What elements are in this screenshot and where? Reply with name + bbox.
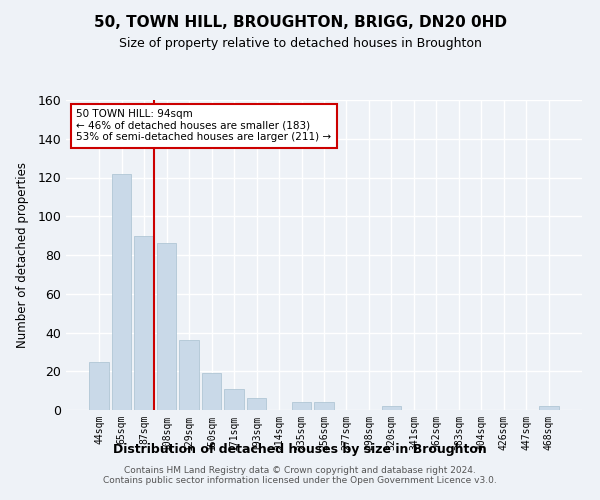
Bar bbox=[224, 388, 244, 410]
Bar bbox=[134, 236, 154, 410]
Bar bbox=[202, 373, 221, 410]
Bar bbox=[539, 406, 559, 410]
Text: Size of property relative to detached houses in Broughton: Size of property relative to detached ho… bbox=[119, 38, 481, 51]
Bar bbox=[314, 402, 334, 410]
Bar bbox=[382, 406, 401, 410]
Text: Distribution of detached houses by size in Broughton: Distribution of detached houses by size … bbox=[113, 442, 487, 456]
Text: 50 TOWN HILL: 94sqm
← 46% of detached houses are smaller (183)
53% of semi-detac: 50 TOWN HILL: 94sqm ← 46% of detached ho… bbox=[76, 110, 331, 142]
Text: Contains HM Land Registry data © Crown copyright and database right 2024.
Contai: Contains HM Land Registry data © Crown c… bbox=[103, 466, 497, 485]
Bar bbox=[89, 362, 109, 410]
Bar bbox=[292, 402, 311, 410]
Text: 50, TOWN HILL, BROUGHTON, BRIGG, DN20 0HD: 50, TOWN HILL, BROUGHTON, BRIGG, DN20 0H… bbox=[94, 15, 506, 30]
Y-axis label: Number of detached properties: Number of detached properties bbox=[16, 162, 29, 348]
Bar bbox=[247, 398, 266, 410]
Bar bbox=[179, 340, 199, 410]
Bar bbox=[112, 174, 131, 410]
Bar bbox=[157, 244, 176, 410]
